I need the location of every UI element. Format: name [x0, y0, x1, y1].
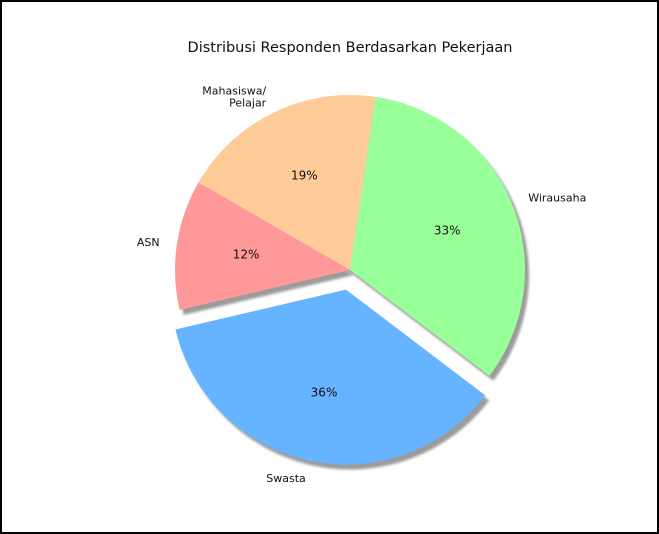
pie-slices — [175, 95, 525, 465]
pie-pct-label-asn: 12% — [233, 248, 260, 262]
pie-category-label-wirausaha: Wirausaha — [528, 191, 586, 204]
pie-pct-label-swasta: 36% — [311, 385, 338, 399]
pie-category-label-line: Swasta — [266, 472, 306, 485]
pie-slice-swasta — [175, 289, 486, 465]
pie-category-label-line: ASN — [137, 236, 160, 249]
pie-pct-label-wirausaha: 33% — [434, 223, 461, 237]
pie-slice-asn — [175, 182, 350, 310]
pie-slice-wirausaha — [350, 96, 525, 376]
slice-percentages: 12% 36% 33% 19% — [233, 168, 461, 399]
pie-slice-mahasiswa-pelajar — [198, 95, 376, 270]
pie-category-label-mahasiswa-pelajar: Mahasiswa/Pelajar — [202, 85, 266, 110]
pie-category-label-swasta: Swasta — [266, 472, 306, 485]
chart-title: Distribusi Responden Berdasarkan Pekerja… — [188, 40, 513, 56]
pie-pct-label-mahasiswa-pelajar: 19% — [291, 168, 318, 182]
slice-labels: ASN Swasta Wirausaha Mahasiswa/Pelajar — [137, 85, 587, 485]
pie-category-label-asn: ASN — [137, 236, 160, 249]
pie-category-label-line: Mahasiswa/ — [202, 85, 266, 98]
pie-category-label-line: Wirausaha — [528, 191, 586, 204]
pie-category-label-line: Pelajar — [229, 97, 267, 110]
